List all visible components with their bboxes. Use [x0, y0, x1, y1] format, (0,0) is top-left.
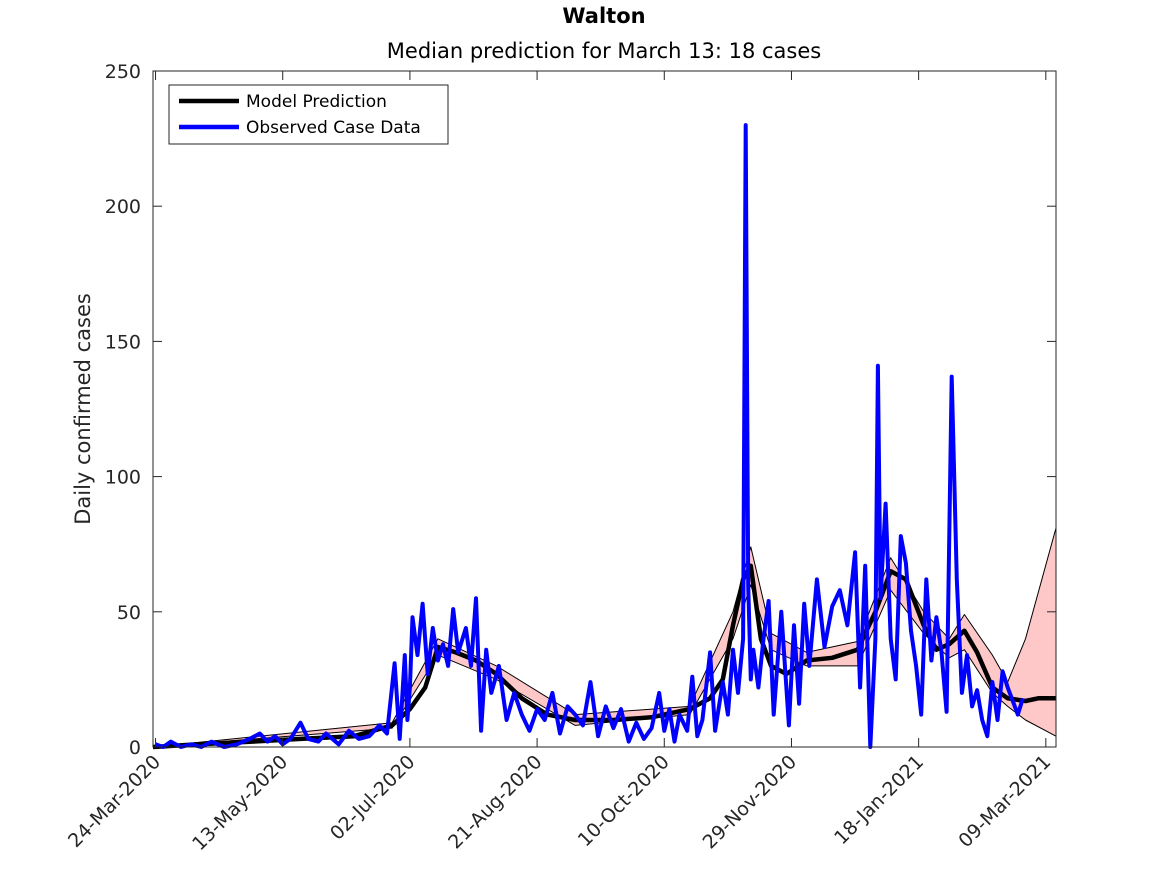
legend-box — [168, 84, 449, 145]
legend-observed-label: Observed Case Data — [246, 118, 421, 138]
x-tick-label: 09-Mar-2021 — [954, 751, 1055, 852]
plot-area — [152, 123, 1057, 750]
axes-box — [152, 70, 1057, 748]
y-tick-label: 100 — [105, 467, 141, 489]
observed-case-data-line — [154, 123, 1025, 749]
y-tick-label: 200 — [105, 196, 141, 218]
legend-model-label: Model Prediction — [246, 92, 387, 112]
x-tick-label: 21-Aug-2020 — [444, 751, 546, 853]
legend: Model Prediction Observed Case Data — [168, 84, 449, 145]
chart-subtitle: Median prediction for March 13: 18 cases — [387, 39, 821, 63]
y-tick-label: 150 — [105, 331, 141, 353]
y-tick-label: 250 — [105, 61, 141, 83]
y-axis-label: Daily confirmed cases — [71, 293, 95, 525]
x-tick-label: 24-Mar-2020 — [64, 751, 165, 852]
y-tick-label: 50 — [117, 602, 141, 624]
model-prediction-line — [152, 563, 1056, 750]
y-axis: 0 50 100 150 200 250 — [105, 61, 1056, 759]
y-tick-label: 0 — [129, 737, 141, 759]
chart-title: Walton — [562, 4, 645, 28]
x-tick-label: 29-Nov-2020 — [699, 751, 801, 853]
x-tick-label: 02-Jul-2020 — [326, 751, 420, 845]
x-tick-label: 10-Oct-2020 — [574, 751, 674, 851]
x-axis: 24-Mar-2020 13-May-2020 02-Jul-2020 21-Aug-… — [64, 71, 1055, 855]
x-tick-label: 13-May-2020 — [188, 751, 292, 855]
x-tick-label: 18-Jan-2021 — [830, 751, 928, 849]
